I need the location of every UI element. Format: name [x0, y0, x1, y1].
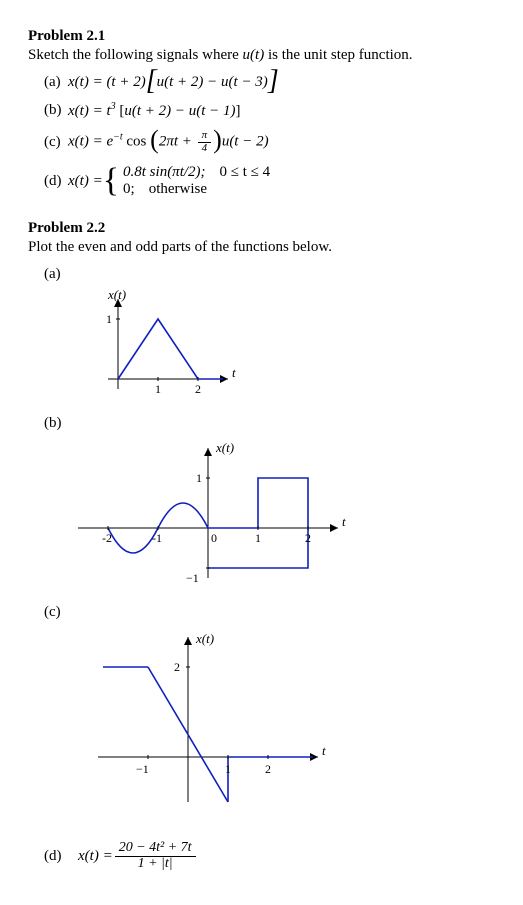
svg-text:t: t [342, 514, 346, 529]
svg-text:1: 1 [225, 762, 231, 776]
item-lhs: x(t) = [68, 173, 103, 190]
svg-text:1: 1 [106, 312, 112, 326]
c-fracnum: π [198, 130, 212, 143]
c-exp: −t [113, 131, 123, 142]
svg-text:1: 1 [155, 382, 161, 396]
svg-text:2: 2 [305, 531, 311, 545]
c-pre: x(t) = e [68, 133, 113, 149]
item-label: (c) [44, 134, 68, 151]
svg-text:x(t): x(t) [215, 440, 234, 455]
item-label: (b) [44, 102, 68, 119]
pw-r2a: 0; [123, 181, 135, 198]
item-2-1-d: (d) x(t) = { 0.8t sin(πt/2); 0 ≤ t ≤ 4 0… [44, 164, 495, 198]
subpart-c-label: (c) [44, 604, 495, 621]
item-2-1-b: (b) x(t) = t3 [u(t + 2) − u(t − 1)] [44, 101, 495, 120]
svg-text:−1: −1 [136, 762, 149, 776]
svg-text:-1: -1 [152, 531, 162, 545]
item-label: (d) [44, 848, 78, 865]
item-2-1-a: (a) x(t) = (t + 2)[u(t + 2) − u(t − 3)] [44, 74, 495, 91]
item-expr: x(t) = t3 [u(t + 2) − u(t − 1)] [68, 101, 241, 120]
item-expr: x(t) = (t + 2)[u(t + 2) − u(t − 3)] [68, 74, 279, 91]
item-2-1-c: (c) x(t) = e−t cos (2πt + π4)u(t − 2) [44, 130, 495, 154]
svg-text:0: 0 [211, 531, 217, 545]
desc-text: Sketch the following signals where [28, 47, 243, 63]
d-num: 20 − 4t² + 7t [115, 841, 196, 857]
problem-2-2-desc: Plot the even and odd parts of the funct… [28, 239, 495, 256]
desc-ut: u(t) [243, 47, 265, 63]
item-label: (d) [44, 173, 68, 190]
pw-r2b: otherwise [149, 181, 207, 198]
item-expr: x(t) = e−t cos (2πt + π4)u(t − 2) [68, 130, 269, 154]
figure-b: x(t) t 1 −1 -2 -1 0 1 2 [58, 438, 495, 598]
svg-text:-2: -2 [102, 531, 112, 545]
svg-text:t: t [322, 743, 326, 758]
svg-text:x(t): x(t) [107, 289, 126, 302]
problem-2-1-title: Problem 2.1 [28, 28, 495, 45]
svg-text:t: t [232, 365, 236, 380]
svg-text:−1: −1 [186, 571, 199, 585]
problem-2-1-desc: Sketch the following signals where u(t) … [28, 47, 495, 64]
svg-text:1: 1 [255, 531, 261, 545]
svg-text:x(t): x(t) [195, 631, 214, 646]
svg-text:2: 2 [265, 762, 271, 776]
subpart-a-label: (a) [44, 266, 495, 283]
figure-a: x(t) 1 1 2 t [88, 289, 495, 409]
d-lhs: x(t) = [78, 848, 113, 865]
c-fracden: 4 [198, 143, 212, 155]
svg-text:1: 1 [196, 471, 202, 485]
brace-icon: { [103, 166, 119, 196]
desc-text-post: is the unit step function. [264, 47, 412, 63]
pw-r1b: 0 ≤ t ≤ 4 [220, 164, 271, 181]
item-label: (a) [44, 74, 68, 91]
problem-2-2-title: Problem 2.2 [28, 220, 495, 237]
subpart-b-label: (b) [44, 415, 495, 432]
piecewise: { 0.8t sin(πt/2); 0 ≤ t ≤ 4 0; otherwise [103, 164, 284, 198]
figure-c: x(t) t 2 −1 1 2 [78, 627, 495, 817]
problem-2-1-items: (a) x(t) = (t + 2)[u(t + 2) − u(t − 3)] … [44, 74, 495, 198]
d-den: 1 + |t| [115, 857, 196, 872]
svg-text:2: 2 [195, 382, 201, 396]
svg-text:2: 2 [174, 660, 180, 674]
item-2-2-d: (d) x(t) = 20 − 4t² + 7t 1 + |t| [44, 841, 495, 871]
d-frac: 20 − 4t² + 7t 1 + |t| [115, 841, 196, 871]
pw-r1a: 0.8t sin(πt/2); [123, 164, 206, 181]
